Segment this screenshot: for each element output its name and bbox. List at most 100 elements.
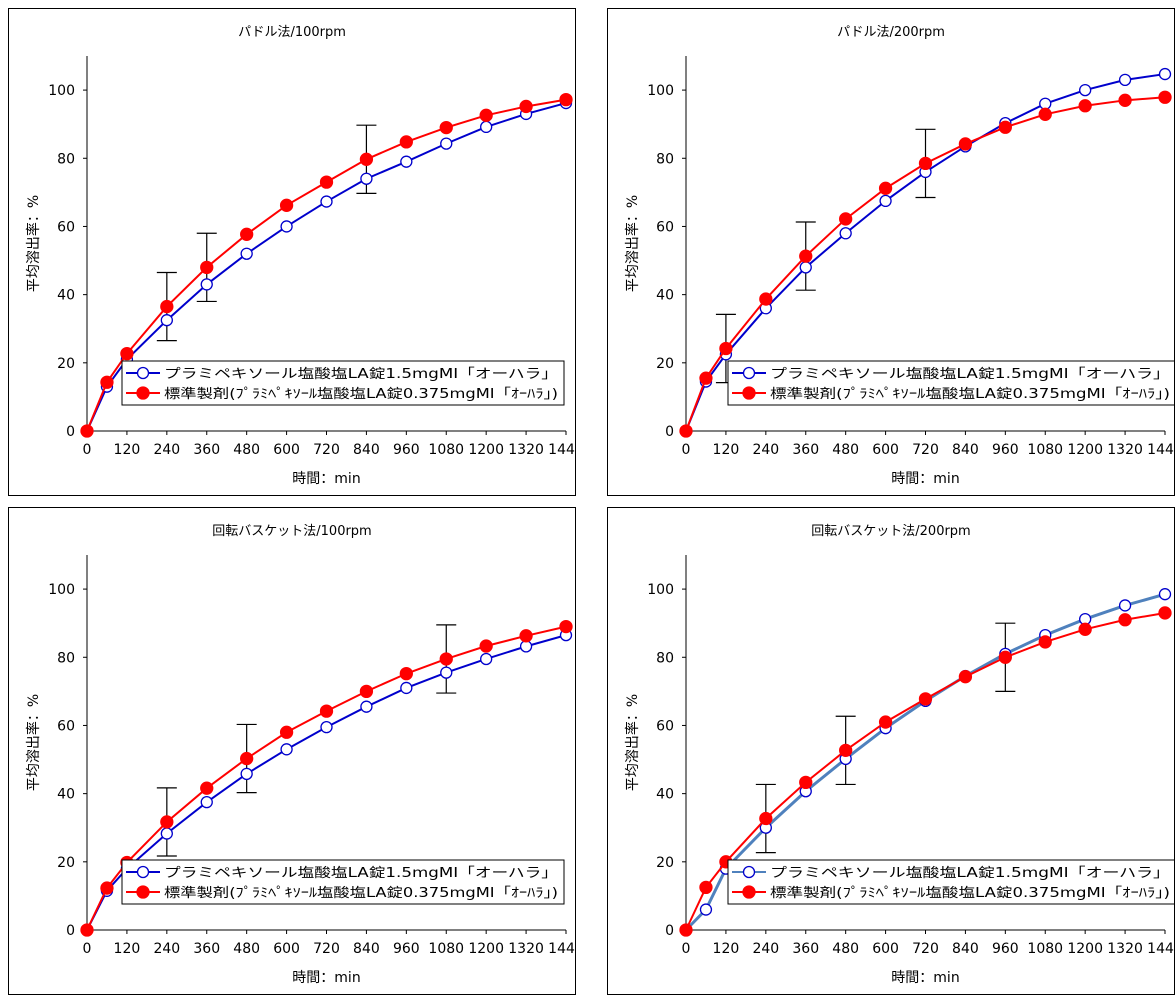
y-tick-label: 100 (48, 582, 75, 598)
y-tick-label: 40 (656, 288, 674, 304)
data-point-test (360, 700, 373, 713)
y-tick-label: 0 (66, 424, 75, 440)
y-tick-label: 40 (57, 288, 75, 304)
data-point-reference (160, 299, 174, 314)
legend-box (121, 859, 565, 905)
data-point-reference (878, 181, 893, 195)
series-line-reference (86, 98, 567, 432)
data-point-reference (1038, 635, 1052, 649)
series-line-reference (86, 625, 567, 931)
legend-label: 標準製剤(ﾌﾟﾗﾐﾍﾟｷｿｰﾙ塩酸塩LA錠0.375mgMI「ｵｰﾊﾗ」) (164, 386, 558, 402)
data-point-reference (699, 371, 713, 385)
x-tick-label: 1200 (1067, 442, 1103, 458)
y-tick-label: 100 (647, 83, 674, 99)
x-tick-label: 360 (792, 941, 819, 957)
legend-marker (742, 386, 756, 400)
x-axis-label: 時間：min (891, 471, 959, 487)
legend-box (727, 859, 1174, 905)
legend-label: プラミペキソール塩酸塩LA錠1.5mgMI「オーハラ」 (164, 367, 558, 382)
x-tick-label: 1080 (428, 442, 464, 458)
data-point-test (1039, 97, 1052, 110)
legend-label: 標準製剤(ﾌﾟﾗﾐﾍﾟｷｿｰﾙ塩酸塩LA錠0.375mgMI「ｵｰﾊﾗ」) (770, 386, 1170, 402)
series-line-test (685, 73, 1166, 432)
data-point-test (440, 137, 453, 150)
y-tick-label: 80 (57, 151, 75, 167)
data-point-test (360, 172, 373, 185)
data-point-test (280, 220, 293, 233)
data-point-reference (759, 292, 773, 306)
data-point-reference (918, 692, 933, 706)
x-tick-label: 240 (153, 442, 180, 458)
legend-marker (742, 366, 756, 380)
y-tick-label: 0 (66, 923, 75, 939)
y-axis-label: 平均溶出率：% (624, 694, 641, 791)
data-point-test (1118, 599, 1132, 612)
legend-label: プラミペキソール塩酸塩LA錠1.5mgMI「オーハラ」 (164, 866, 558, 881)
data-point-test (400, 155, 413, 168)
x-tick-label: 240 (153, 941, 180, 957)
y-tick-label: 60 (656, 718, 674, 734)
legend-label: プラミペキソール塩酸塩LA錠1.5mgMI「オーハラ」 (770, 367, 1170, 382)
data-point-test (879, 194, 892, 208)
y-axis-label: 平均溶出率：% (25, 195, 42, 292)
data-point-reference (519, 99, 533, 114)
data-point-test (839, 227, 852, 240)
data-point-test (240, 767, 253, 781)
data-point-reference (1038, 107, 1052, 121)
data-point-reference (120, 346, 134, 361)
x-tick-label: 0 (682, 941, 691, 957)
x-tick-label: 0 (83, 442, 92, 458)
data-point-test (1118, 73, 1132, 87)
x-tick-label: 720 (313, 941, 340, 957)
data-point-reference (1078, 622, 1092, 636)
y-tick-label: 40 (57, 787, 75, 803)
data-point-reference (279, 725, 294, 739)
data-point-test (1158, 67, 1172, 81)
data-point-reference (759, 811, 773, 826)
y-tick-label: 40 (656, 787, 674, 803)
x-tick-label: 1440 (548, 442, 575, 458)
y-tick-label: 20 (656, 855, 674, 871)
y-axis-label: 平均溶出率：% (624, 195, 641, 292)
data-point-reference (439, 652, 453, 666)
x-axis-label: 時間：min (292, 471, 360, 487)
data-point-reference (1118, 93, 1132, 107)
x-tick-label: 1200 (468, 442, 504, 458)
x-tick-label: 360 (193, 442, 220, 458)
data-point-test (200, 278, 213, 291)
x-tick-label: 720 (313, 442, 340, 458)
x-tick-label: 120 (114, 941, 141, 957)
chart-panel-basket-100rpm: 回転バスケット法/100rpm 0 20 40 60 80 100 0 120 240 360 480… (8, 507, 576, 995)
x-tick-label: 0 (83, 941, 92, 957)
data-point-reference (479, 108, 493, 122)
x-tick-label: 1200 (1067, 941, 1103, 957)
x-tick-label: 120 (713, 442, 740, 458)
legend-marker (136, 386, 150, 400)
data-point-reference (319, 704, 334, 718)
x-tick-label: 840 (353, 941, 380, 957)
y-tick-label: 60 (656, 219, 674, 235)
data-point-reference (80, 424, 94, 438)
x-tick-label: 480 (233, 442, 260, 458)
chart-title: 回転バスケット法/100rpm (212, 524, 371, 539)
data-point-reference (799, 249, 813, 263)
data-point-test (160, 314, 173, 327)
x-tick-label: 1440 (1147, 442, 1174, 458)
x-tick-label: 840 (952, 442, 979, 458)
x-tick-label: 960 (992, 941, 1019, 957)
x-tick-label: 960 (393, 941, 420, 957)
legend-label: 標準製剤(ﾌﾟﾗﾐﾍﾟｷｿｰﾙ塩酸塩LA錠0.375mgMI「ｵｰﾊﾗ」) (770, 885, 1170, 901)
data-point-reference (100, 881, 114, 895)
legend-box (727, 360, 1174, 406)
series-line-reference (685, 611, 1166, 931)
x-tick-label: 600 (872, 941, 899, 957)
x-tick-label: 960 (992, 442, 1019, 458)
data-point-test (519, 640, 533, 653)
y-tick-label: 20 (656, 356, 674, 372)
data-point-reference (1158, 90, 1172, 104)
y-axis-label: 平均溶出率：% (25, 694, 42, 791)
data-point-test (440, 666, 453, 679)
data-point-test (320, 721, 333, 734)
x-tick-label: 120 (114, 442, 141, 458)
data-point-test (240, 247, 253, 260)
